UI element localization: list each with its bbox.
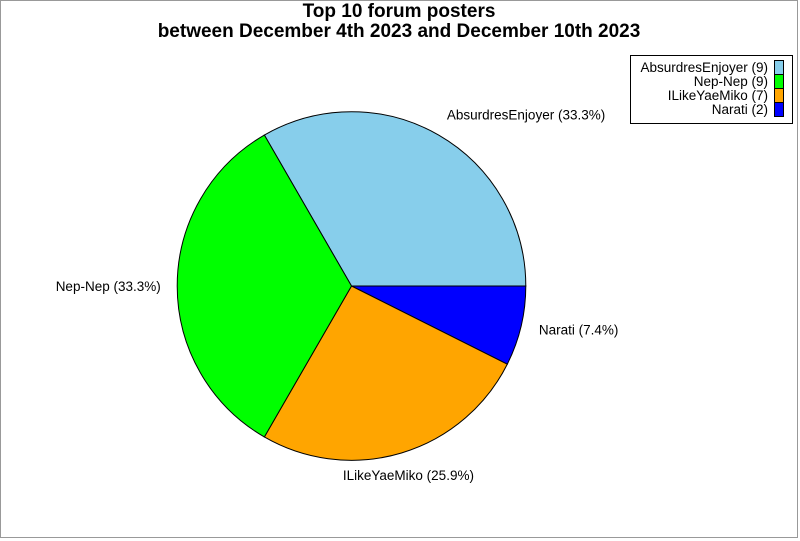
svg-text:Nep-Nep (33.3%): Nep-Nep (33.3%): [56, 279, 161, 294]
svg-text:Narati (7.4%): Narati (7.4%): [539, 322, 619, 337]
svg-text:ILikeYaeMiko (25.9%): ILikeYaeMiko (25.9%): [343, 468, 474, 483]
svg-text:AbsurdresEnjoyer (33.3%): AbsurdresEnjoyer (33.3%): [447, 107, 605, 122]
